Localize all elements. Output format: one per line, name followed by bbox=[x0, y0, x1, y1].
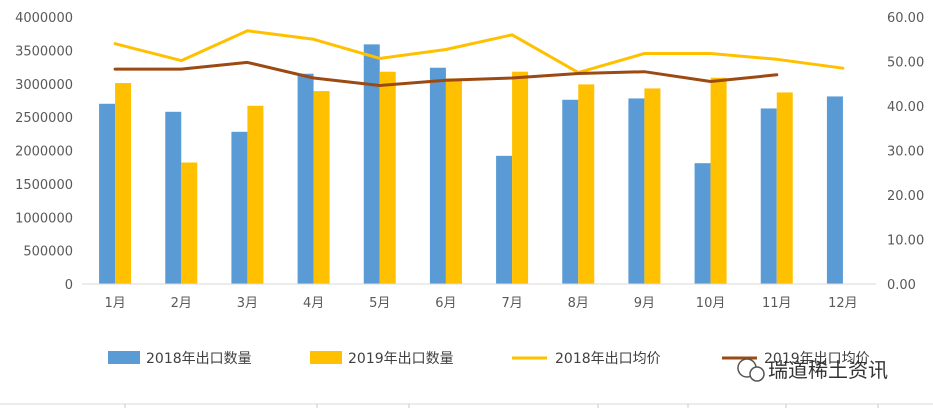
bar-2018-qty-2 bbox=[165, 111, 182, 284]
bar-2018-qty-11 bbox=[760, 108, 777, 284]
y-right-tick-label: 20.00 bbox=[887, 189, 924, 204]
y-right-tick-label: 10.00 bbox=[887, 234, 924, 249]
x-tick-label: 4月 bbox=[303, 296, 324, 311]
x-tick-label: 9月 bbox=[634, 296, 655, 311]
y-left-tick-label: 3500000 bbox=[15, 44, 73, 59]
y-left-tick-label: 0 bbox=[65, 278, 73, 293]
wechat-icon-bubble bbox=[749, 366, 765, 382]
x-tick-label: 11月 bbox=[762, 296, 792, 311]
x-tick-label: 12月 bbox=[828, 296, 858, 311]
x-tick-label: 2月 bbox=[171, 296, 192, 311]
y-right-tick-label: 40.00 bbox=[887, 100, 924, 115]
bar-2019-qty-7 bbox=[512, 71, 529, 284]
bar-2019-qty-6 bbox=[445, 78, 462, 284]
bar-2018-qty-6 bbox=[429, 67, 446, 284]
x-tick-label: 10月 bbox=[696, 296, 726, 311]
bottom-divider-ticks bbox=[124, 404, 879, 408]
bar-2019-qty-5 bbox=[379, 71, 396, 284]
watermark: 瑞道稀土资讯 bbox=[737, 358, 888, 382]
y-left-tick-labels: 0 500000 1000000 1500000 2000000 2500000 30000… bbox=[15, 11, 73, 293]
y-left-tick-label: 1500000 bbox=[15, 178, 73, 193]
bar-2018-qty-4 bbox=[297, 73, 314, 284]
bar-2019-qty-1 bbox=[115, 83, 132, 285]
bar-2018-qty-7 bbox=[496, 155, 513, 284]
y-left-tick-label: 500000 bbox=[23, 245, 73, 260]
bar-2018-qty-1 bbox=[99, 103, 116, 285]
legend: 2018年出口数量 2019年出口数量 2018年出口均价 2019年出口均价 bbox=[108, 351, 870, 367]
y-right-tick-label: 0.00 bbox=[887, 278, 916, 293]
y-right-tick-label: 60.00 bbox=[887, 11, 924, 26]
bar-2019-qty-8 bbox=[578, 84, 595, 284]
x-tick-label: 1月 bbox=[104, 296, 125, 311]
bar-2018-qty-9 bbox=[628, 98, 645, 284]
watermark-text: 瑞道稀土资讯 bbox=[768, 358, 888, 382]
y-left-tick-label: 4000000 bbox=[15, 11, 73, 26]
bar-2018-qty-5 bbox=[363, 44, 380, 285]
bar-2018-qty-10 bbox=[694, 163, 711, 284]
legend-label-2018-price: 2018年出口均价 bbox=[555, 351, 661, 367]
x-tick-label: 3月 bbox=[237, 296, 258, 311]
bar-2019-qty-2 bbox=[181, 162, 198, 284]
bar-2018-qty-3 bbox=[231, 131, 248, 284]
legend-swatch-2019-qty bbox=[310, 351, 342, 364]
y-right-tick-labels: 0.00 10.00 20.00 30.00 40.00 50.00 60.00 bbox=[887, 11, 924, 293]
x-tick-label: 7月 bbox=[501, 296, 522, 311]
bar-2019-qty-9 bbox=[644, 88, 661, 284]
x-tick-label: 5月 bbox=[369, 296, 390, 311]
x-tick-label: 8月 bbox=[568, 296, 589, 311]
bar-2019-qty-3 bbox=[247, 105, 264, 284]
bar-2018-qty-8 bbox=[562, 99, 579, 285]
legend-label-2019-qty: 2019年出口数量 bbox=[348, 351, 454, 367]
legend-label-2019-price: 2019年出口均价 bbox=[764, 351, 870, 367]
x-tick-label: 6月 bbox=[435, 296, 456, 311]
line-2019-price bbox=[113, 60, 779, 87]
bar-2019-qty-11 bbox=[776, 92, 793, 285]
bar-layer bbox=[99, 44, 843, 285]
line-2018-price bbox=[113, 29, 845, 75]
bar-2018-qty-12 bbox=[826, 96, 843, 285]
y-left-tick-label: 2500000 bbox=[15, 111, 73, 126]
y-left-tick-label: 2000000 bbox=[15, 145, 73, 160]
y-right-tick-label: 50.00 bbox=[887, 56, 924, 71]
bar-2019-qty-4 bbox=[313, 91, 330, 284]
y-right-tick-label: 30.00 bbox=[887, 145, 924, 160]
y-left-tick-label: 3000000 bbox=[15, 78, 73, 93]
line-layer bbox=[113, 29, 845, 87]
legend-label-2018-qty: 2018年出口数量 bbox=[146, 351, 252, 367]
legend-swatch-2018-qty bbox=[108, 351, 140, 364]
bar-2019-qty-10 bbox=[710, 77, 727, 285]
y-left-tick-label: 1000000 bbox=[15, 211, 73, 226]
x-tick-labels: 1月 2月 3月 4月 5月 6月 7月 8月 9月 10月 11月 12月 bbox=[104, 296, 857, 311]
